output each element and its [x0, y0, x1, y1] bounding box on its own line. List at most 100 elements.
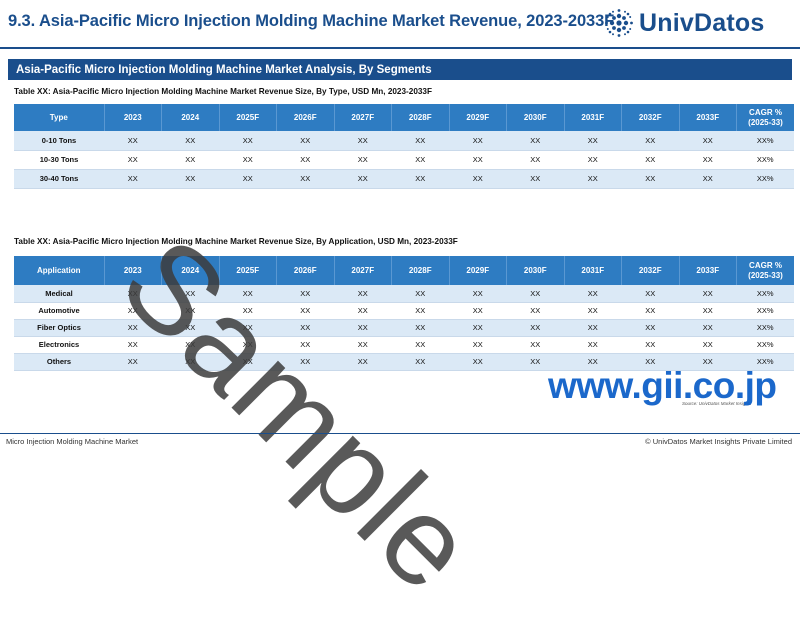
table-cell: XX	[219, 302, 277, 320]
table-cell: XX	[391, 131, 449, 151]
column-header: 2033F	[679, 104, 737, 131]
table-cell: XX	[161, 353, 219, 371]
table-cell: XX%	[736, 353, 794, 371]
table-header-row: Application 2023 2024 2025F 2026F 2027F 2028F 2…	[14, 256, 794, 285]
column-header: 2030F	[506, 104, 565, 131]
table-cell: XX	[219, 150, 277, 170]
table-cell: XX	[276, 169, 334, 189]
footer-copyright: © UnivDatos Market Insights Private Limi…	[645, 437, 792, 446]
row-label: Automotive	[14, 302, 104, 320]
source-note: Source: UnivDatos Market Insights	[682, 401, 752, 406]
row-label: Fiber Optics	[14, 319, 104, 337]
table-cell: XX	[506, 302, 564, 320]
row-label: Medical	[14, 285, 104, 303]
column-header: 2023	[104, 256, 162, 285]
table-row: Automotive XX XX XX XX XX XX XX XX XX XX XX XX%	[14, 302, 794, 320]
table-cell: XX%	[736, 150, 794, 170]
table-cell: XX	[621, 336, 679, 354]
table-cell: XX	[679, 353, 737, 371]
table-cell: XX%	[736, 131, 794, 151]
table-cell: XX	[219, 353, 277, 371]
table-cell: XX	[679, 302, 737, 320]
table-cell: XX	[621, 353, 679, 371]
table-cell: XX	[391, 302, 449, 320]
page-title: 9.3. Asia-Pacific Micro Injection Moldin…	[8, 12, 615, 30]
table-row: Others XX XX XX XX XX XX XX XX XX XX XX XX%	[14, 353, 794, 371]
table-cell: XX	[506, 285, 564, 303]
table-cell: XX	[104, 302, 162, 320]
column-header: CAGR % (2025-33)	[736, 256, 794, 285]
table-cell: XX	[564, 336, 622, 354]
column-header: 2023	[104, 104, 162, 131]
table-row: Electronics XX XX XX XX XX XX XX XX XX XX XX XX%	[14, 336, 794, 354]
table-row: 0-10 Tons XX XX XX XX XX XX XX XX XX XX XX XX%	[14, 131, 794, 151]
table-cell: XX	[391, 169, 449, 189]
table-cell: XX	[564, 302, 622, 320]
table-cell: XX	[161, 319, 219, 337]
table-cell: XX	[506, 169, 564, 189]
table-cell: XX	[449, 150, 507, 170]
type-revenue-table: Type 2023 2024 2025F 2026F 2027F 2028F 2029F 203…	[14, 104, 794, 189]
logo-text: UnivDatos	[639, 8, 765, 37]
table-cell: XX	[564, 285, 622, 303]
table-cell: XX	[621, 131, 679, 151]
column-header: 2028F	[391, 104, 450, 131]
table-cell: XX	[334, 302, 392, 320]
table-cell: XX	[219, 319, 277, 337]
table-cell: XX	[506, 336, 564, 354]
table-cell: XX	[104, 150, 162, 170]
column-header: 2024	[161, 256, 220, 285]
table-cell: XX	[276, 336, 334, 354]
table-cell: XX	[449, 285, 507, 303]
table-cell: XX	[334, 150, 392, 170]
column-header: 2024	[161, 104, 220, 131]
column-header: 2029F	[449, 104, 507, 131]
row-label: 0-10 Tons	[14, 131, 104, 151]
table-cell: XX	[334, 169, 392, 189]
column-header: 2028F	[391, 256, 450, 285]
table-cell: XX%	[736, 319, 794, 337]
table-cell: XX	[334, 131, 392, 151]
column-header: 2027F	[334, 104, 392, 131]
row-label: 30-40 Tons	[14, 169, 104, 189]
column-header: 2031F	[564, 256, 622, 285]
page-header: 9.3. Asia-Pacific Micro Injection Moldin…	[0, 0, 800, 46]
table-row: 10-30 Tons XX XX XX XX XX XX XX XX XX XX XX XX%	[14, 150, 794, 170]
table-cell: XX	[334, 319, 392, 337]
column-header: 2031F	[564, 104, 622, 131]
header-divider	[0, 47, 800, 49]
table-cell: XX	[276, 150, 334, 170]
column-header: CAGR % (2025-33)	[736, 104, 794, 131]
globe-icon	[605, 9, 633, 37]
table-cell: XX	[161, 169, 219, 189]
table-cell: XX	[276, 353, 334, 371]
row-header-column: Type	[14, 104, 105, 131]
column-header: 2026F	[276, 256, 335, 285]
table-cell: XX%	[736, 285, 794, 303]
row-label: Others	[14, 353, 104, 371]
table-cell: XX	[334, 353, 392, 371]
table-cell: XX	[506, 131, 564, 151]
table-cell: XX	[564, 353, 622, 371]
table-cell: XX%	[736, 336, 794, 354]
table-cell: XX	[161, 131, 219, 151]
table-cell: XX	[679, 336, 737, 354]
table-cell: XX	[506, 319, 564, 337]
application-table-caption: Table XX: Asia-Pacific Micro Injection M…	[14, 237, 458, 246]
table-cell: XX	[679, 131, 737, 151]
column-header: 2029F	[449, 256, 507, 285]
column-header: 2030F	[506, 256, 565, 285]
table-cell: XX	[564, 169, 622, 189]
table-cell: XX	[564, 319, 622, 337]
table-cell: XX	[161, 336, 219, 354]
column-header: 2033F	[679, 256, 737, 285]
table-cell: XX%	[736, 169, 794, 189]
section-banner: Asia-Pacific Micro Injection Molding Mac…	[8, 59, 792, 80]
table-cell: XX	[219, 285, 277, 303]
section-title: Asia-Pacific Micro Injection Molding Mac…	[16, 63, 432, 76]
table-cell: XX	[104, 336, 162, 354]
table-cell: XX	[506, 353, 564, 371]
table-cell: XX	[219, 169, 277, 189]
table-cell: XX	[334, 336, 392, 354]
table-cell: XX	[104, 169, 162, 189]
